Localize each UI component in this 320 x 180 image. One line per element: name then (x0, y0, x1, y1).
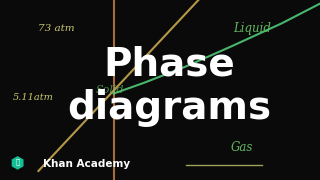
Polygon shape (12, 156, 24, 170)
Text: Liquid: Liquid (234, 22, 271, 35)
Text: Phase
diagrams: Phase diagrams (68, 45, 272, 127)
Text: 5.11atm: 5.11atm (13, 93, 54, 102)
Text: ⛹: ⛹ (15, 159, 20, 165)
Text: Khan Academy: Khan Academy (43, 159, 130, 169)
Text: 73 atm: 73 atm (38, 24, 75, 33)
Text: Gas: Gas (230, 141, 253, 154)
Text: Solid: Solid (96, 85, 124, 95)
